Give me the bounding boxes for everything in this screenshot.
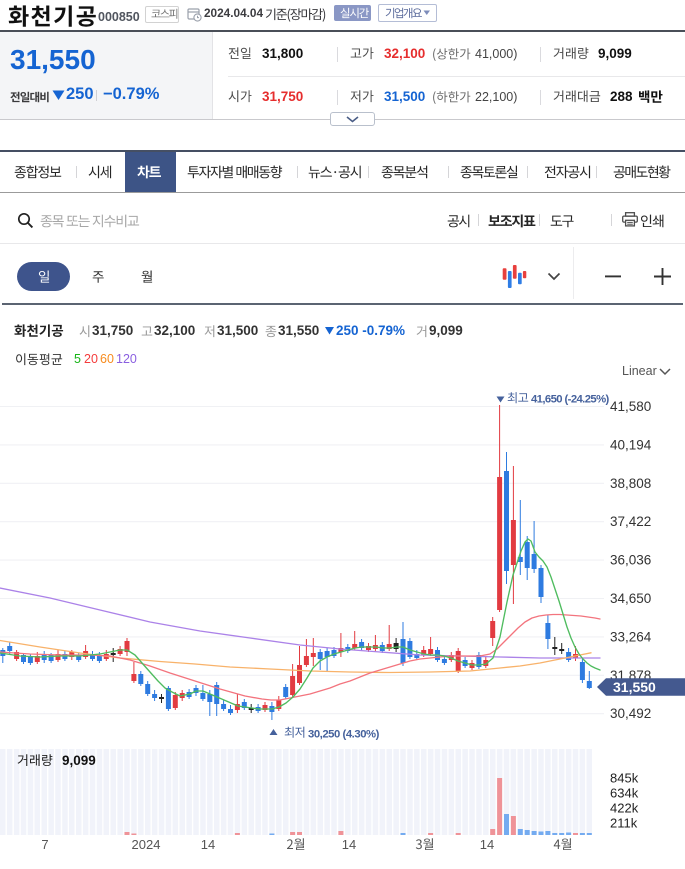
svg-text:40,194: 40,194 [610, 437, 652, 452]
svg-text:845k: 845k [610, 771, 639, 786]
svg-text:33,264: 33,264 [610, 629, 652, 644]
svg-text:14: 14 [342, 837, 356, 852]
svg-text:634k: 634k [610, 786, 639, 801]
svg-text:36,036: 36,036 [610, 553, 651, 568]
svg-text:41,580: 41,580 [610, 399, 651, 414]
svg-text:2024: 2024 [132, 837, 161, 852]
svg-text:14: 14 [201, 837, 215, 852]
svg-text:9,099: 9,099 [62, 753, 96, 768]
svg-text:422k: 422k [610, 801, 639, 816]
svg-text:38,808: 38,808 [610, 476, 651, 491]
svg-text:31,550: 31,550 [613, 679, 656, 695]
svg-text:7: 7 [41, 837, 48, 852]
svg-text:30,250 (4.30%): 30,250 (4.30%) [308, 729, 380, 741]
svg-text:14: 14 [480, 837, 494, 852]
svg-text:41,650 (-24.25%): 41,650 (-24.25%) [531, 394, 610, 406]
svg-text:30,492: 30,492 [610, 706, 651, 721]
svg-text:211k: 211k [610, 816, 638, 831]
svg-text:34,650: 34,650 [610, 591, 651, 606]
svg-text:37,422: 37,422 [610, 514, 651, 529]
